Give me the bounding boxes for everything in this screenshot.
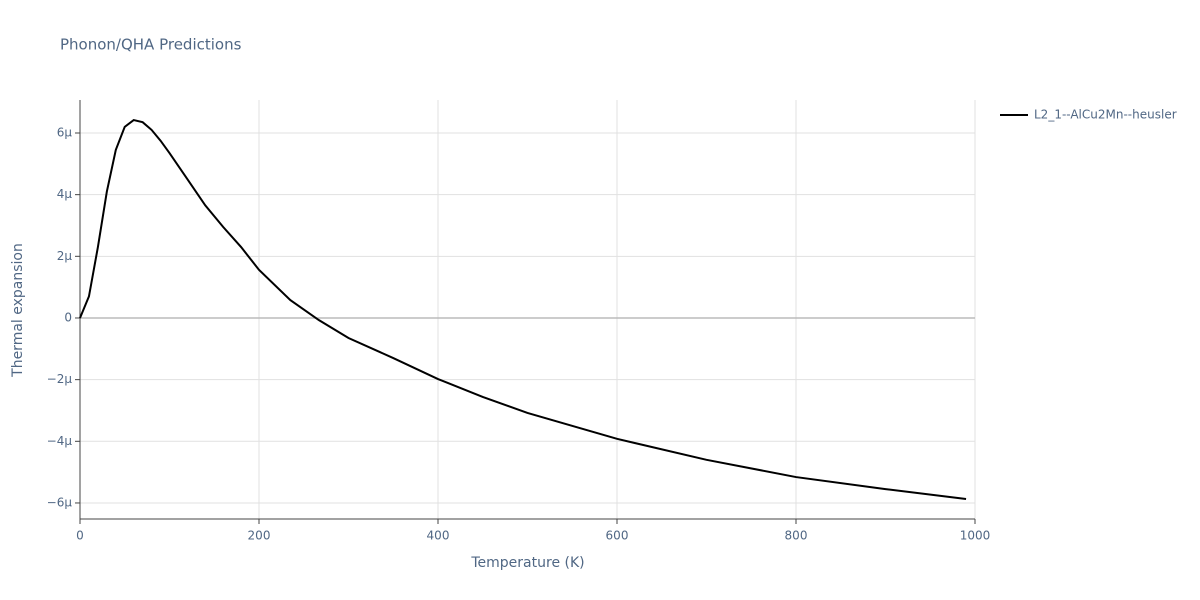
series-line: [79, 118, 967, 500]
y-tick-label: −2μ: [47, 372, 73, 386]
x-tick-label: 0: [76, 529, 84, 543]
y-tick-label: 2μ: [57, 249, 73, 263]
x-tick-label: 400: [427, 529, 450, 543]
y-tick-label: −6μ: [47, 495, 73, 509]
y-tick-label: −4μ: [47, 434, 73, 448]
y-tick-label: 4μ: [57, 187, 73, 201]
chart-title: Phonon/QHA Predictions: [60, 36, 242, 54]
x-tick-label: 200: [248, 529, 271, 543]
x-axis-title: Temperature (K): [470, 555, 584, 571]
y-tick-label: 0: [64, 310, 72, 324]
legend-label: L2_1--AlCu2Mn--heusler: [1034, 108, 1177, 122]
y-tick-label: 6μ: [57, 125, 73, 139]
y-axis-title: Thermal expansion: [10, 243, 26, 378]
x-tick-label: 1000: [960, 529, 991, 543]
x-tick-label: 600: [606, 529, 629, 543]
x-tick-label: 800: [785, 529, 808, 543]
